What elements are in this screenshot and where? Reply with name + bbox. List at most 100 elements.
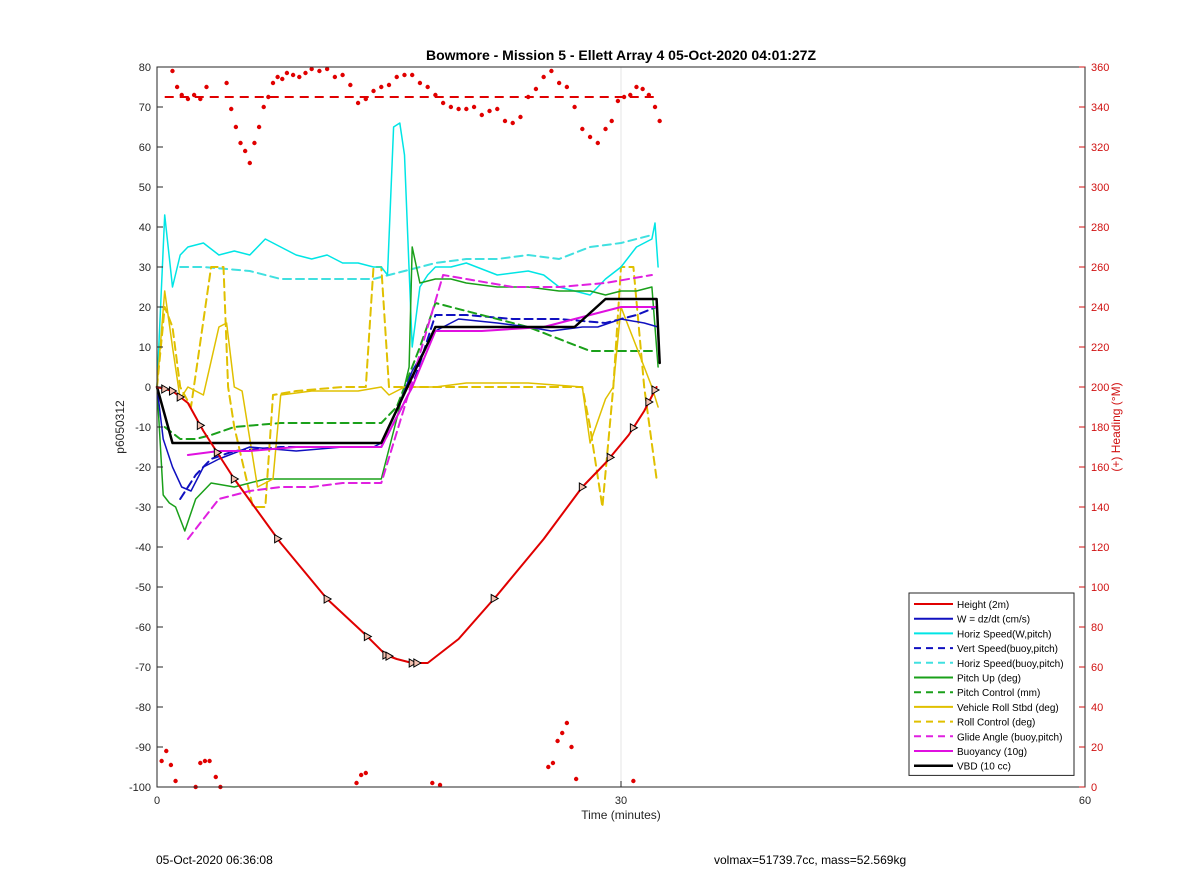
heading-dot: [174, 84, 180, 90]
heading-dot: [309, 66, 314, 72]
heading-dot: [355, 100, 361, 106]
heading-dot: [502, 118, 508, 124]
y-tick-label-right: 320: [1091, 142, 1109, 154]
heading-dot: [170, 68, 175, 74]
triangle-marker: [168, 386, 178, 396]
heading-dot: [363, 96, 368, 102]
triangle-marker: [213, 447, 223, 458]
y-tick-label-right: 60: [1091, 662, 1103, 674]
legend-label: VBD (10 cc): [957, 762, 1011, 773]
y-tick-label-right: 80: [1091, 622, 1103, 634]
y-tick-label-left: -60: [135, 622, 151, 634]
plot-series: [155, 96, 661, 664]
heading-dot: [572, 104, 577, 110]
heading-dot: [363, 770, 368, 776]
heading-dot: [290, 72, 296, 78]
heading-dot: [354, 780, 359, 786]
series-line: [156, 386, 658, 664]
x-tick-label: 60: [1079, 795, 1091, 807]
series-line: [156, 122, 659, 388]
heading-dot: [456, 106, 461, 112]
y-tick-label-right: 100: [1091, 582, 1109, 594]
x-axis-label: Time (minutes): [581, 808, 661, 822]
axis-ticks: 0 30 60-100-90-80-70-60-50-40-30-20-100102…: [129, 62, 1109, 807]
heading-dot: [621, 94, 627, 100]
heading-dot: [555, 738, 560, 744]
y-tick-label-left: -90: [135, 742, 151, 754]
heading-dots: [159, 66, 662, 790]
heading-dot: [159, 758, 164, 764]
heading-dot: [275, 74, 280, 80]
y-tick-label-left: -80: [135, 702, 151, 714]
heading-dot: [615, 98, 621, 104]
heading-dot: [541, 74, 546, 80]
triangle-marker: [274, 533, 283, 544]
legend-label: Height (2m): [957, 600, 1009, 611]
series-line: [155, 297, 661, 445]
heading-dot: [332, 74, 338, 80]
triangle-marker: [363, 631, 373, 642]
y-tick-label-right: 360: [1091, 62, 1109, 74]
chart-title: Bowmore - Mission 5 - Ellett Array 4 05-…: [426, 47, 817, 63]
legend: Height (2m) W = dz/dt (cm/s) Horiz Speed(W…: [908, 592, 1075, 776]
heading-dot: [580, 126, 585, 132]
heading-dot: [358, 772, 364, 778]
heading-dot: [550, 760, 556, 766]
legend-label: Horiz Speed(W,pitch): [957, 629, 1051, 640]
heading-dot: [433, 92, 438, 98]
heading-dot: [546, 764, 551, 770]
footer-vehicle-params: volmax=51739.7cc, mass=52.569kg: [714, 853, 907, 867]
y-tick-label-left: 80: [139, 62, 151, 74]
y-tick-label-left: -10: [135, 422, 151, 434]
heading-dot: [526, 94, 531, 100]
series-line: [156, 290, 659, 488]
triangle-marker: [323, 594, 333, 604]
series-line: [163, 302, 658, 440]
heading-dot: [229, 106, 234, 112]
heading-dot: [371, 88, 376, 94]
triangle-marker: [651, 385, 661, 395]
heading-dot: [549, 68, 554, 74]
heading-dot: [560, 730, 565, 736]
y-tick-label-right: 300: [1091, 182, 1109, 194]
x-tick-label: 30: [615, 795, 627, 807]
triangle-marker: [385, 651, 395, 662]
y-tick-label-right: 280: [1091, 222, 1109, 234]
heading-dot: [213, 774, 218, 780]
triangle-marker: [230, 474, 240, 484]
heading-dot: [198, 96, 203, 102]
heading-dot: [464, 106, 469, 112]
series-line: [186, 274, 653, 540]
triangle-marker: [629, 422, 639, 433]
heading-dot: [564, 84, 570, 90]
heading-dot: [164, 748, 169, 754]
heading-dot: [256, 124, 262, 130]
legend-label: Horiz Speed(buoy,pitch): [957, 659, 1064, 670]
heading-dot: [495, 106, 500, 112]
heading-dot: [280, 76, 285, 82]
heading-dot: [242, 148, 248, 154]
y-tick-label-right: 160: [1091, 462, 1109, 474]
heading-dot: [202, 758, 208, 764]
heading-dot: [603, 126, 608, 132]
legend-label: Buoyancy (10g): [957, 747, 1027, 758]
x-tick-label: 0: [154, 795, 160, 807]
heading-dot: [266, 94, 271, 100]
heading-dot: [252, 140, 257, 146]
y-tick-label-left: 10: [139, 342, 151, 354]
y-tick-label-left: 50: [139, 182, 151, 194]
heading-dot: [402, 72, 407, 78]
heading-dot: [233, 124, 239, 130]
y-tick-label-right: 260: [1091, 262, 1109, 274]
heading-dot: [652, 104, 658, 110]
heading-dot: [179, 92, 184, 98]
heading-dot: [556, 80, 562, 86]
heading-dot: [261, 104, 266, 110]
legend-label: Vehicle Roll Stbd (deg): [957, 703, 1059, 714]
y-tick-label-right: 40: [1091, 702, 1103, 714]
heading-dot: [631, 778, 636, 784]
series-line: [179, 234, 653, 280]
heading-dot: [573, 776, 579, 782]
heading-dot: [440, 100, 446, 106]
triangle-marker: [645, 397, 654, 407]
